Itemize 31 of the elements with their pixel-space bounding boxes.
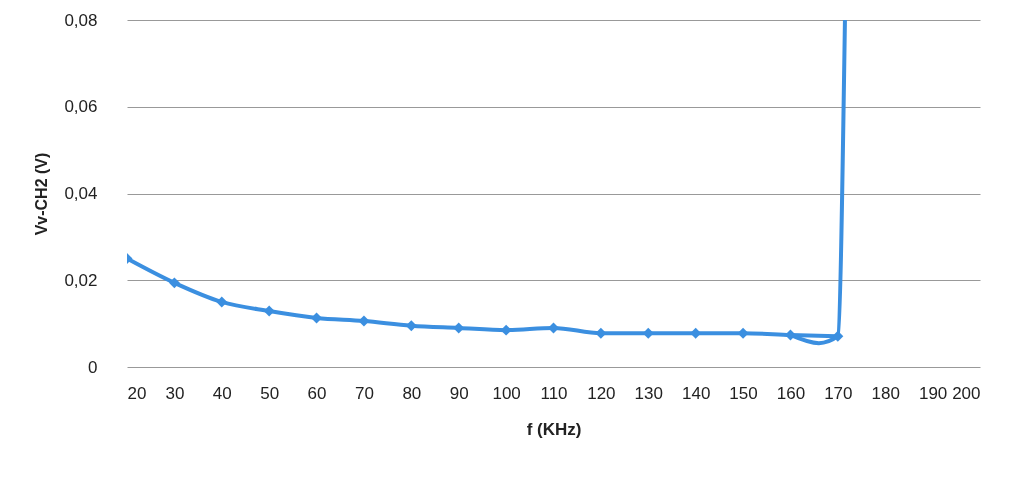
x-tick-label: 160 (776, 383, 806, 403)
y-tick-label: 0,04 (64, 184, 98, 203)
point (548, 322, 559, 334)
x-tick-label: 170 (824, 383, 853, 403)
point (216, 296, 228, 308)
x-tick-label: 150 (729, 383, 758, 403)
x-tick-label: 130 (634, 383, 663, 403)
x-tick-label: 200 (952, 383, 981, 403)
x-tick-label: 190 (918, 383, 948, 403)
x-tick-label: 30 (165, 383, 185, 403)
x-tick-label: 120 (587, 383, 616, 403)
x-tick-label: 50 (260, 383, 280, 403)
x-tick-label: 90 (449, 383, 469, 403)
x-axis-title: f (KHz) (526, 419, 582, 439)
point (263, 305, 275, 317)
y-tick-label: 0,08 (64, 10, 98, 30)
x-tick-label: 110 (540, 383, 568, 403)
x-tick-label: 180 (871, 383, 900, 403)
y-tick-label: 0 (88, 357, 98, 377)
x-tick-label: 40 (212, 383, 232, 403)
x-tick-label: 140 (681, 383, 711, 403)
y-tick-label: 0,06 (64, 97, 98, 117)
point (358, 315, 370, 327)
x-tick-label: 20 (127, 383, 147, 403)
point (168, 277, 180, 289)
x-tick-label: 70 (354, 383, 374, 403)
x-tick-label: 100 (492, 383, 521, 403)
y-tick-label: 0,02 (64, 270, 98, 290)
y-axis-title: Vv-CH2 (V) (33, 152, 51, 236)
x-tick-label: 60 (307, 383, 327, 403)
x-tick-label: 80 (402, 383, 422, 403)
